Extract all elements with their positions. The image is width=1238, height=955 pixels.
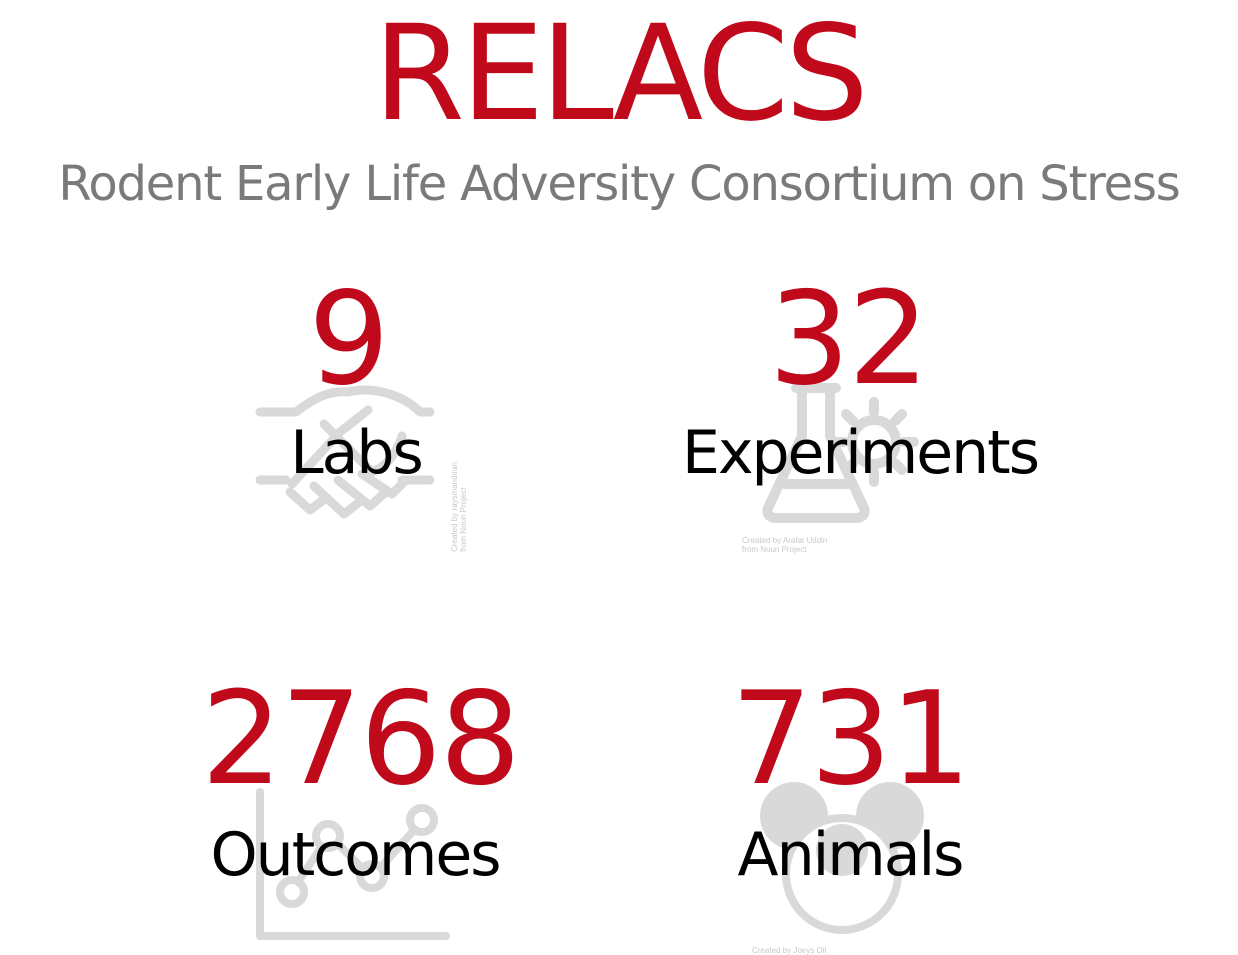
stat-number: 731 (730, 665, 971, 814)
flask-gear-icon (762, 383, 919, 523)
stat-number: 32 (768, 265, 930, 414)
stat-number: 9 (308, 265, 389, 414)
stat-label: Animals (737, 820, 965, 890)
icon-credit: Created by Joeys Oil (752, 946, 827, 955)
page-title: RELACS (373, 0, 869, 151)
line-chart-icon (256, 788, 450, 940)
stat-label: Outcomes (210, 820, 501, 890)
mouse-head-icon (760, 782, 924, 934)
stat-label: Labs (290, 418, 424, 488)
stat-label: Experiments (682, 418, 1040, 488)
page-subtitle: Rodent Early Life Adversity Consortium o… (58, 156, 1180, 212)
handshake-icon (255, 385, 435, 519)
icon-credit: Created by Arafat Uddin from Noun Project (742, 536, 828, 554)
stat-number: 2768 (201, 665, 521, 814)
